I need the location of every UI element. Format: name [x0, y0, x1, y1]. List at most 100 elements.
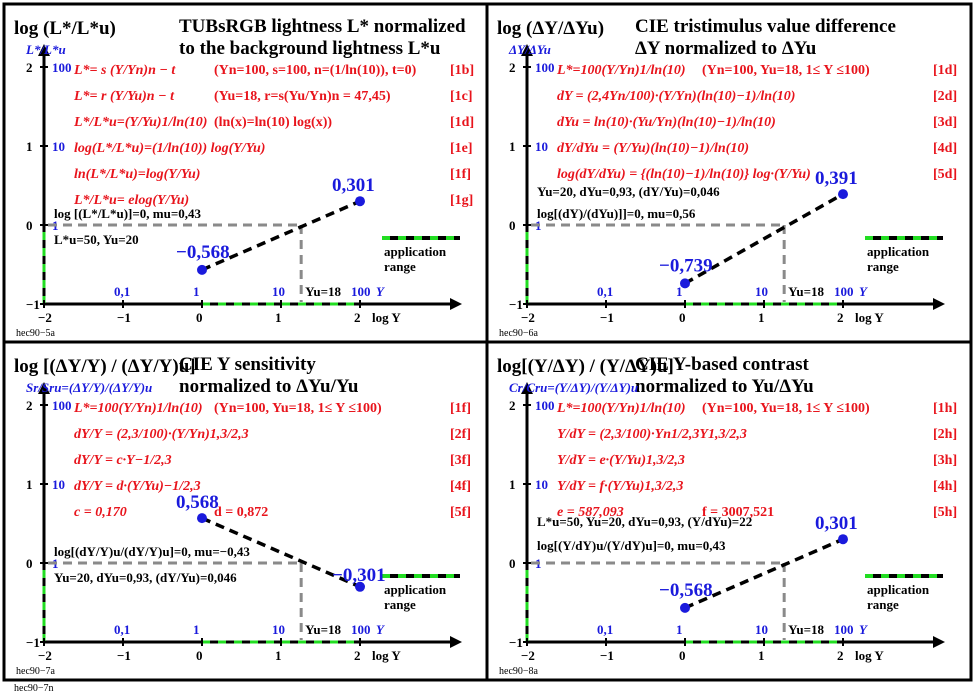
y-tick-label: 1: [509, 139, 516, 154]
panel-title-line1: TUBsRGB lightness L* normalized: [179, 16, 466, 37]
y-tick-label: −1: [509, 297, 523, 312]
data-point: [680, 278, 690, 289]
x-tick-blue-label: 10: [755, 284, 768, 299]
data-point: [355, 196, 365, 207]
x-tick-label: 1: [275, 648, 282, 663]
equation-params: (ln(x)=ln(10) log(x)): [214, 115, 332, 130]
data-point-label: 0,568: [176, 492, 219, 513]
equation: Y/dY = (2,3/100)·Yn1/2,3Y1,3/2,3: [557, 427, 747, 442]
panel-ylabel: log [(ΔY/Y) / (ΔY/Y)u]: [14, 356, 196, 377]
equation: L*=100(Y/Yn)1/ln(10): [556, 63, 686, 78]
equation: dY/Y = c·Y−1/2,3: [74, 453, 172, 468]
x-tick-label: −2: [521, 648, 535, 663]
equation-tag: [1f]: [450, 167, 471, 182]
data-point-label: −0,301: [332, 565, 386, 586]
y-tick-label: −1: [26, 297, 40, 312]
y-axis-arrow: [38, 382, 50, 394]
data-point: [197, 264, 207, 275]
x-tick-blue-label: 100: [834, 622, 854, 637]
panel-title-line1: CIE Y-based contrast: [635, 354, 810, 375]
yu-label: Yu=18: [788, 622, 824, 637]
y-tick-blue-label: 10: [535, 477, 548, 492]
legend-range-label: application: [867, 244, 930, 259]
panel-ylabel: log (L*/L*u): [14, 18, 116, 39]
note: L*u=50, Yu=20, dYu=0,93, (Y/dYu)=22: [537, 514, 752, 529]
equation-params: (Yn=100, Yu=18, 1≤ Y ≤100): [702, 63, 870, 78]
equation-tag: [1c]: [450, 89, 473, 104]
equation-tag: [1f]: [450, 401, 471, 416]
x-tick-label: 1: [758, 310, 765, 325]
legend-range-label: range: [867, 259, 899, 274]
panel-ylabel: log (ΔY/ΔYu): [497, 18, 604, 39]
y-axis-arrow: [521, 44, 533, 56]
equation-tag: [1b]: [450, 63, 474, 78]
equation-tag: [1d]: [450, 115, 474, 130]
equation-tag: [1h]: [933, 401, 957, 416]
x-tick-label: 2: [354, 310, 361, 325]
y-tick-label: 1: [26, 139, 33, 154]
x-tick-blue-label: 0,1: [597, 284, 613, 299]
equation-params: d = 0,872: [214, 505, 268, 520]
equation: L*= s (Y/Yn)n − t: [73, 63, 176, 78]
x-tick-label: −2: [521, 310, 535, 325]
data-line: [201, 199, 361, 272]
x-unit-blue: Y: [859, 284, 868, 299]
data-line: [201, 516, 361, 589]
equation: dY/dYu = (Y/Yu)(ln(10)−1)/ln(10): [557, 141, 749, 156]
equation: L*=100(Y/Yn)1/ln(10): [73, 401, 203, 416]
panel-footer: hec90−8a: [499, 666, 539, 677]
data-point-label: −0,739: [659, 255, 713, 276]
panel-title-line1: CIE tristimulus value difference: [635, 16, 896, 37]
equation-tag: [2f]: [450, 427, 471, 442]
equation: Y/dY = f·(Y/Yu)1,3/2,3: [557, 479, 683, 494]
equation: e = 587,093: [557, 505, 624, 520]
equation-params: (Yu=18, r=s(Yu/Yn)n = 47,45): [214, 89, 391, 104]
x-tick-blue-label: 100: [351, 622, 371, 637]
y-tick-blue-label: 10: [52, 139, 65, 154]
x-tick-blue-label: 100: [351, 284, 371, 299]
legend-range-label: range: [384, 597, 416, 612]
data-point-label: −0,568: [659, 580, 713, 601]
equation-tag: [4d]: [933, 141, 957, 156]
equation: dY/Y = d·(Y/Yu)−1/2,3: [74, 479, 201, 494]
note: log[(dY)/(dYu)]]=0, mu=0,56: [537, 206, 696, 221]
equation: log(dY/dYu) = {(ln(10)−1)/ln(10)} log·(Y…: [557, 167, 811, 182]
equation-tag: [5h]: [933, 505, 957, 520]
yu-label: Yu=18: [305, 284, 341, 299]
data-point-label: 0,301: [815, 513, 858, 534]
panel-footer: hec90−5a: [16, 328, 56, 339]
yu-label: Yu=18: [305, 622, 341, 637]
panel-title-line1: CIE Y sensitivity: [179, 354, 316, 375]
x-axis-arrow: [933, 298, 945, 310]
note: log[(Y/dY)u/(Y/dY)u]=0, mu=0,43: [537, 538, 726, 553]
panel-footer: hec90−7a: [16, 666, 56, 677]
x-tick-blue-label: 10: [755, 622, 768, 637]
equation: L*= r (Y/Yu)n − t: [73, 89, 175, 104]
x-tick-blue-label: 100: [834, 284, 854, 299]
equation-params: (Yn=100, Yu=18, 1≤ Y ≤100): [214, 401, 382, 416]
data-point: [355, 581, 365, 592]
data-point: [197, 513, 207, 524]
yu-label: Yu=18: [788, 284, 824, 299]
panel-footer: hec90−6a: [499, 328, 539, 339]
x-tick-blue-label: 1: [193, 622, 200, 637]
legend-range-label: application: [384, 582, 447, 597]
panel-title-line2: normalized to ΔYu/Yu: [179, 376, 359, 397]
equation: L*/L*u=(Y/Yu)1/ln(10): [73, 115, 207, 130]
y-tick-label: 2: [26, 60, 33, 75]
y-tick-label: 0: [26, 556, 33, 571]
x-tick-label: 2: [837, 648, 844, 663]
equation-tag: [1e]: [450, 141, 473, 156]
panel-ylabel: log[(Y/ΔY) / (Y/ΔY)u]: [497, 356, 674, 377]
x-axis-arrow: [450, 636, 462, 648]
x-unit-blue: Y: [859, 622, 868, 637]
x-tick-label: −1: [117, 310, 131, 325]
x-tick-label: 0: [196, 310, 203, 325]
x-tick-blue-label: 1: [676, 622, 683, 637]
y-tick-label: 0: [509, 218, 516, 233]
note: L*u=50, Yu=20: [54, 232, 139, 247]
y-tick-blue-label: 10: [535, 139, 548, 154]
